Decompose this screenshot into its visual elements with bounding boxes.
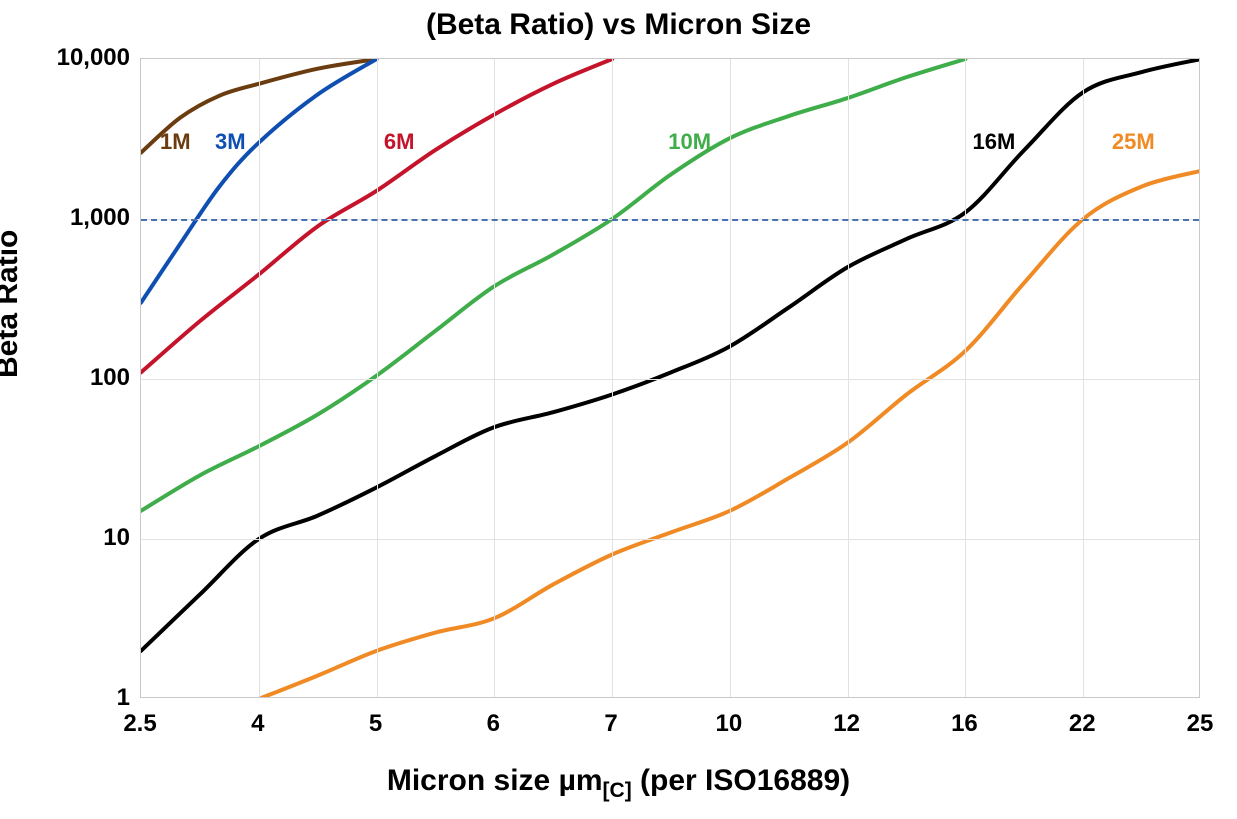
series-label-10M: 10M [668,129,711,155]
y-tick-label: 100 [90,364,130,392]
grid-vertical [259,59,260,697]
series-line-10M [141,59,965,511]
grid-horizontal [141,539,1199,540]
x-tick-label: 5 [369,710,382,738]
grid-horizontal [141,379,1199,380]
y-tick-label: 1 [117,684,130,712]
chart-title: (Beta Ratio) vs Micron Size [0,8,1237,42]
x-tick-label: 16 [951,710,978,738]
chart-container: (Beta Ratio) vs Micron Size Beta Ratio M… [0,0,1237,819]
y-tick-label: 10,000 [57,44,130,72]
series-label-3M: 3M [215,129,246,155]
x-tick-label: 6 [487,710,500,738]
series-label-1M: 1M [160,129,191,155]
x-tick-label: 12 [833,710,860,738]
grid-vertical [494,59,495,697]
x-tick-label: 7 [604,710,617,738]
reference-line [141,219,1199,221]
series-label-25M: 25M [1112,129,1155,155]
y-tick-label: 1,000 [70,204,130,232]
y-tick-label: 10 [103,524,130,552]
grid-vertical [848,59,849,697]
y-axis-label: Beta Ratio [0,230,25,378]
x-tick-label: 4 [251,710,264,738]
plot-clip [141,59,1199,697]
x-tick-label: 25 [1187,710,1214,738]
series-lines [141,59,1199,697]
grid-vertical [965,59,966,697]
x-tick-label: 2.5 [123,710,156,738]
x-tick-label: 10 [716,710,743,738]
series-line-25M [259,171,1199,697]
x-axis-label: Micron size µm[C] (per ISO16889) [0,764,1237,803]
series-label-6M: 6M [384,129,415,155]
grid-vertical [377,59,378,697]
series-label-16M: 16M [972,129,1015,155]
grid-vertical [612,59,613,697]
x-tick-label: 22 [1069,710,1096,738]
grid-vertical [1083,59,1084,697]
grid-vertical [730,59,731,697]
